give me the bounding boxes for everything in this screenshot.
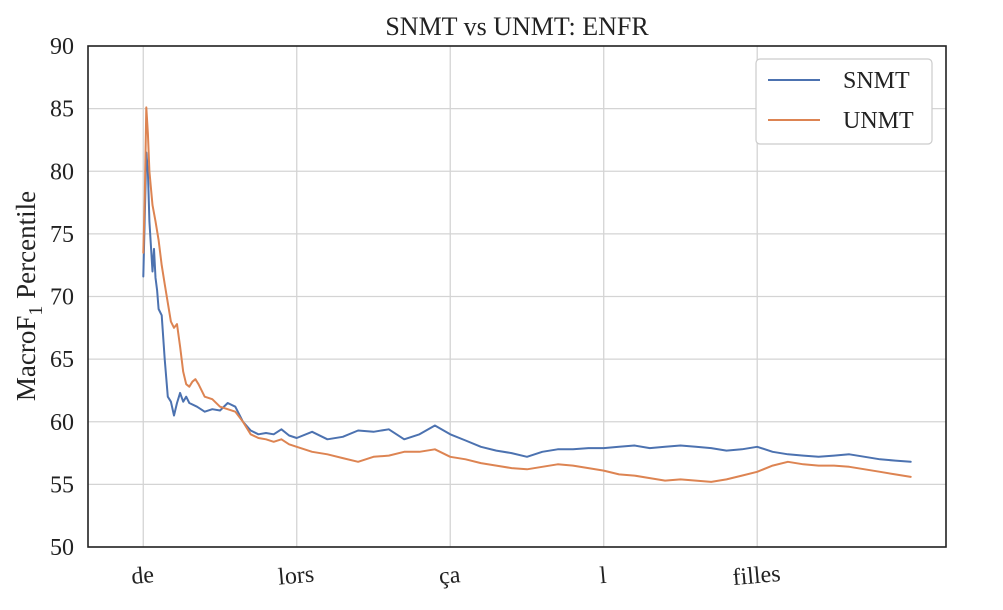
y-tick-labels: 50 55 60 65 70 75 80 85 90 — [50, 34, 74, 561]
y-axis-label: MacroF1 Percentile — [11, 191, 47, 401]
y-tick-label: 90 — [50, 34, 74, 60]
y-axis-label-main: MacroF — [11, 316, 41, 401]
y-tick-label: 65 — [50, 347, 74, 373]
y-axis-label-subscript: 1 — [25, 306, 47, 316]
x-tick-labels: de lors ça l filles — [130, 561, 781, 591]
grid-lines — [88, 45, 946, 548]
y-tick-label: 50 — [50, 535, 74, 561]
series-line-unmt — [142, 106, 912, 483]
plot-frame — [87, 45, 947, 548]
legend-label-snmt: SNMT — [843, 68, 910, 94]
series-lines — [142, 106, 912, 483]
y-axis-label-rest: Percentile — [11, 191, 41, 306]
legend: SNMT UNMT — [755, 58, 933, 145]
x-tick-label: de — [130, 562, 155, 590]
y-tick-label: 85 — [50, 97, 74, 123]
legend-label-unmt: UNMT — [843, 108, 914, 134]
y-tick-label: 60 — [50, 410, 74, 436]
x-tick-label: lors — [277, 562, 315, 591]
x-tick-label: filles — [732, 561, 782, 591]
series-line-snmt — [142, 151, 912, 463]
y-tick-label: 80 — [50, 159, 74, 185]
chart-title: SNMT vs UNMT: ENFR — [385, 12, 649, 41]
y-tick-label: 75 — [50, 222, 74, 248]
y-tick-label: 55 — [50, 472, 74, 498]
y-tick-label: 70 — [50, 285, 74, 311]
x-tick-label: l — [599, 563, 608, 590]
x-tick-label: ça — [438, 562, 462, 590]
